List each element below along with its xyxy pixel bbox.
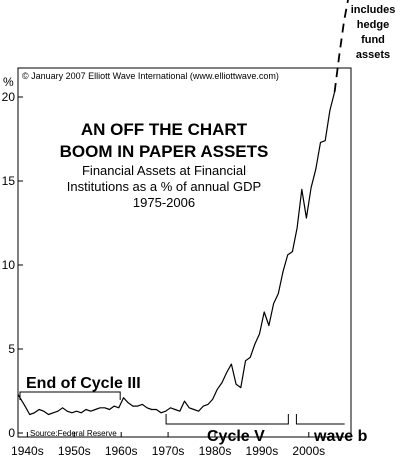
plot-frame <box>17 67 352 438</box>
y-tick-label: 10 <box>2 258 16 272</box>
hedge-fund-dashed-line <box>333 0 349 93</box>
wave-b-label: wave b <box>313 428 368 445</box>
x-tick-label: 1950s <box>58 444 91 458</box>
y-tick-label: 5 <box>8 342 15 356</box>
chart-subtitle-line-2: Institutions as a % of annual GDP <box>67 179 261 194</box>
annotations: End of Cycle III Cycle V wave b <box>19 375 368 445</box>
series-group <box>17 0 349 416</box>
y-tick-label: 0 <box>8 426 15 440</box>
x-tick-label: 1940s <box>11 444 44 458</box>
chart-subtitle-line-3: 1975-2006 <box>133 195 195 210</box>
cycle-v-label: Cycle V <box>207 428 265 445</box>
x-tick-label: 1980s <box>199 444 232 458</box>
source-note: Source:Federal Reserve <box>30 429 117 438</box>
cycle-iii-label: End of Cycle III <box>26 375 141 392</box>
x-tick-label: 1990s <box>246 444 279 458</box>
hedge-note-line-2: hedge <box>357 19 389 31</box>
y-axis: 0 5 10 15 20 <box>2 90 23 440</box>
hedge-note-line-1: includes <box>351 4 396 16</box>
y-unit-label: % <box>3 75 14 89</box>
x-axis: 1940s 1950s 1960s 1970s 1980s 1990s 2000s <box>11 432 325 458</box>
chart-title-line-1: AN OFF THE CHART <box>81 120 248 139</box>
x-tick-label: 1970s <box>152 444 185 458</box>
financial-assets-line <box>17 91 336 416</box>
chart-subtitle-line-1: Financial Assets at Financial <box>82 163 246 178</box>
wave-b-bracket <box>295 414 345 425</box>
cycle-v-bracket <box>165 414 289 425</box>
y-tick-label: 15 <box>2 174 16 188</box>
chart-title-line-2: BOOM IN PAPER ASSETS <box>60 142 269 161</box>
x-tick-label: 1960s <box>105 444 138 458</box>
copyright-text: © January 2007 Elliott Wave Internationa… <box>22 71 279 81</box>
cycle-iii-bracket <box>19 391 121 400</box>
hedge-note-line-4: assets <box>356 49 390 61</box>
x-tick-label: 2000s <box>292 444 325 458</box>
y-tick-label: 20 <box>2 90 16 104</box>
hedge-note-line-3: fund <box>361 34 385 46</box>
